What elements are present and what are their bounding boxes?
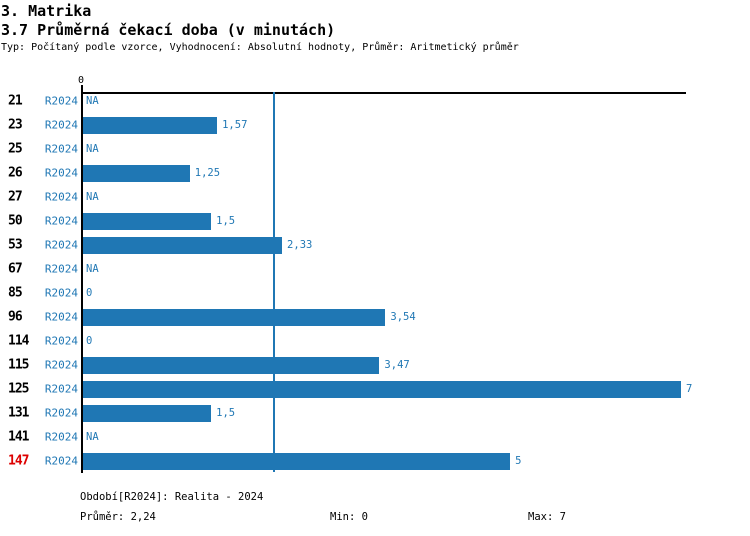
row-category-label: 141	[8, 429, 29, 445]
row-category-label: 53	[8, 237, 23, 253]
row-category-label: 147	[8, 453, 29, 469]
average-reference-line	[273, 92, 275, 472]
row-period-label: R2024	[44, 286, 78, 300]
chart-title: 3.7 Průměrná čekací doba (v minutách)	[1, 21, 336, 39]
row-category-label: 67	[8, 261, 23, 277]
chart-row: 26 R2024 1,25	[0, 161, 750, 185]
chart-row: 27 R2024 NA	[0, 185, 750, 209]
value-label: 2,33	[287, 239, 313, 251]
row-category-label: 50	[8, 213, 23, 229]
chart-row: 85 R2024 0	[0, 281, 750, 305]
chart-row: 53 R2024 2,33	[0, 233, 750, 257]
value-bar	[83, 236, 283, 254]
chart-row: 67 R2024 NA	[0, 257, 750, 281]
value-label: 0	[86, 335, 93, 347]
row-category-label: 131	[8, 405, 29, 421]
row-period-label: R2024	[44, 334, 78, 348]
chart-row: 25 R2024 NA	[0, 137, 750, 161]
value-label: 1,5	[216, 407, 236, 419]
chart-meta: Typ: Počítaný podle vzorce, Vyhodnocení:…	[1, 42, 519, 53]
legend-period: Období[R2024]: Realita - 2024	[80, 491, 264, 503]
y-axis-line	[81, 85, 83, 473]
value-bar	[83, 380, 681, 398]
chart-row: 50 R2024 1,5	[0, 209, 750, 233]
chart-row: 147 R2024 5	[0, 449, 750, 473]
value-label: NA	[86, 143, 99, 155]
chart-row: 125 R2024 7	[0, 377, 750, 401]
row-period-label: R2024	[44, 358, 78, 372]
value-bar	[83, 356, 380, 374]
chart-row: 96 R2024 3,54	[0, 305, 750, 329]
page-title: 3. Matrika	[1, 2, 92, 20]
row-period-label: R2024	[44, 310, 78, 324]
row-category-label: 85	[8, 285, 23, 301]
value-bar	[83, 452, 511, 470]
chart-row: 23 R2024 1,57	[0, 113, 750, 137]
row-category-label: 25	[8, 141, 23, 157]
value-label: 1,5	[216, 215, 236, 227]
value-label: 0	[86, 287, 93, 299]
row-category-label: 125	[8, 381, 29, 397]
chart-row: 21 R2024 NA	[0, 89, 750, 113]
x-axis-line	[81, 92, 686, 94]
row-category-label: 115	[8, 357, 29, 373]
value-label: NA	[86, 95, 99, 107]
value-bar	[83, 212, 212, 230]
row-category-label: 114	[8, 333, 29, 349]
row-category-label: 96	[8, 309, 23, 325]
stat-average: Průměr: 2,24	[80, 511, 156, 523]
chart-row: 141 R2024 NA	[0, 425, 750, 449]
value-label: 7	[686, 383, 693, 395]
value-label: 3,47	[384, 359, 410, 371]
row-period-label: R2024	[44, 94, 78, 108]
row-category-label: 21	[8, 93, 23, 109]
stat-min: Min: 0	[330, 511, 368, 523]
row-category-label: 26	[8, 165, 23, 181]
row-period-label: R2024	[44, 166, 78, 180]
value-label: 1,25	[194, 167, 221, 179]
row-category-label: 23	[8, 117, 23, 133]
row-period-label: R2024	[44, 454, 78, 468]
row-category-label: 27	[8, 189, 23, 205]
row-period-label: R2024	[44, 382, 78, 396]
chart-row: 131 R2024 1,5	[0, 401, 750, 425]
value-bar	[83, 308, 386, 326]
row-period-label: R2024	[44, 238, 78, 252]
value-label: NA	[86, 431, 99, 443]
value-bar	[83, 116, 218, 134]
axis-zero-tick-label: 0	[77, 75, 85, 86]
bar-chart: 0 21 R2024 NA 23 R2024 1,57 25 R2024 NA 26 R2024 1,…	[0, 75, 750, 473]
row-period-label: R2024	[44, 118, 78, 132]
row-period-label: R2024	[44, 142, 78, 156]
row-period-label: R2024	[44, 190, 78, 204]
value-bar	[83, 404, 212, 422]
chart-row: 115 R2024 3,47	[0, 353, 750, 377]
value-bar	[83, 164, 190, 182]
row-period-label: R2024	[44, 430, 78, 444]
value-label: NA	[86, 191, 99, 203]
value-label: 1,57	[222, 119, 248, 131]
row-period-label: R2024	[44, 406, 78, 420]
value-label: NA	[86, 263, 99, 275]
stat-max: Max: 7	[528, 511, 566, 523]
value-label: 5	[515, 455, 522, 467]
row-period-label: R2024	[44, 262, 78, 276]
value-label: 3,54	[390, 311, 416, 323]
chart-row: 114 R2024 0	[0, 329, 750, 353]
row-period-label: R2024	[44, 214, 78, 228]
